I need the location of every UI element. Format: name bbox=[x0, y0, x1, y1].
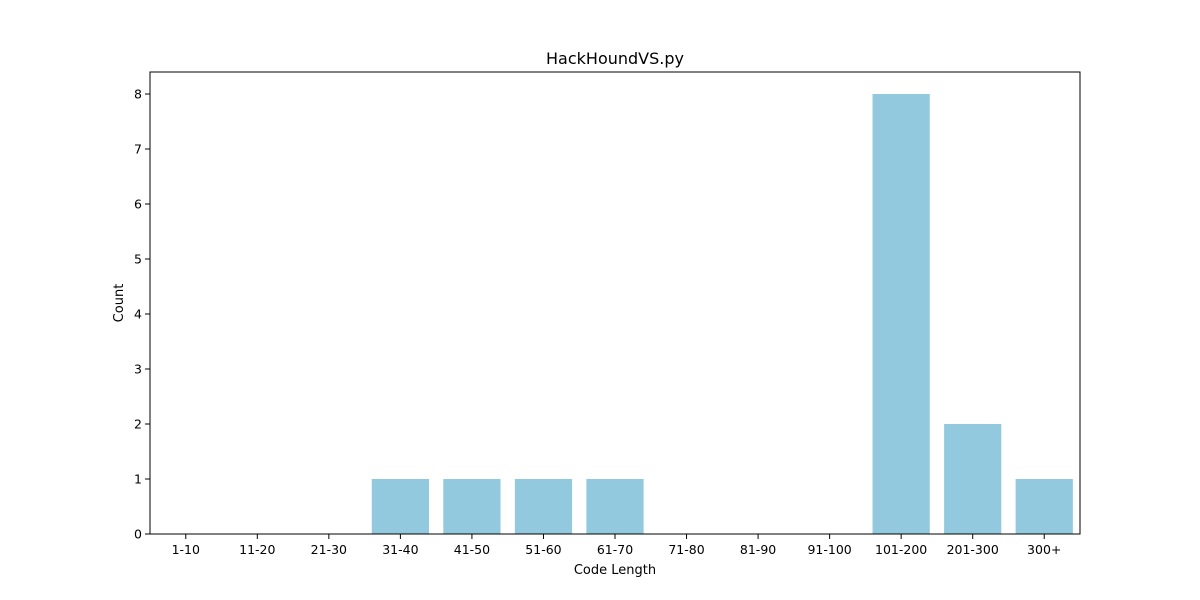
x-tick-label: 61-70 bbox=[597, 542, 633, 557]
y-tick-label: 4 bbox=[134, 307, 142, 322]
y-axis-label: Count bbox=[112, 284, 127, 323]
bars-group bbox=[371, 94, 1073, 534]
bar-61-70 bbox=[586, 479, 644, 534]
x-tick-label: 71-80 bbox=[668, 542, 704, 557]
bar-51-60 bbox=[514, 479, 573, 534]
x-tick-label: 201-300 bbox=[947, 542, 999, 557]
x-tick-label: 101-200 bbox=[875, 542, 927, 557]
y-tick-label: 7 bbox=[134, 142, 142, 157]
bar-101-200 bbox=[872, 94, 930, 534]
x-tick-label: 41-50 bbox=[454, 542, 490, 557]
bar-300+ bbox=[1015, 479, 1073, 534]
y-tick-label: 6 bbox=[134, 197, 142, 212]
x-tick-label: 300+ bbox=[1027, 542, 1061, 557]
y-tick-label: 3 bbox=[134, 362, 142, 377]
x-tick-label: 21-30 bbox=[311, 542, 347, 557]
y-axis: 0 1 2 3 4 5 6 7 8 bbox=[134, 87, 150, 542]
chart-title: HackHoundVS.py bbox=[546, 49, 684, 68]
x-axis: 1-10 11-20 21-30 31-40 41-50 51-60 61-70 71-80 8… bbox=[172, 534, 1061, 557]
bar-41-50 bbox=[443, 479, 501, 534]
x-tick-label: 31-40 bbox=[382, 542, 418, 557]
y-tick-label: 1 bbox=[134, 472, 142, 487]
x-tick-label: 91-100 bbox=[807, 542, 851, 557]
x-tick-label: 11-20 bbox=[239, 542, 275, 557]
x-axis-label: Code Length bbox=[574, 563, 656, 578]
y-tick-label: 8 bbox=[134, 87, 142, 102]
y-tick-label: 2 bbox=[134, 417, 142, 432]
plot-frame bbox=[149, 71, 1081, 535]
x-tick-label: 1-10 bbox=[172, 542, 200, 557]
x-tick-label: 51-60 bbox=[525, 542, 561, 557]
y-tick-label: 5 bbox=[134, 252, 142, 267]
x-tick-label: 81-90 bbox=[740, 542, 776, 557]
bar-201-300 bbox=[944, 424, 1002, 534]
bar-31-40 bbox=[371, 479, 429, 534]
y-tick-label: 0 bbox=[134, 527, 142, 542]
